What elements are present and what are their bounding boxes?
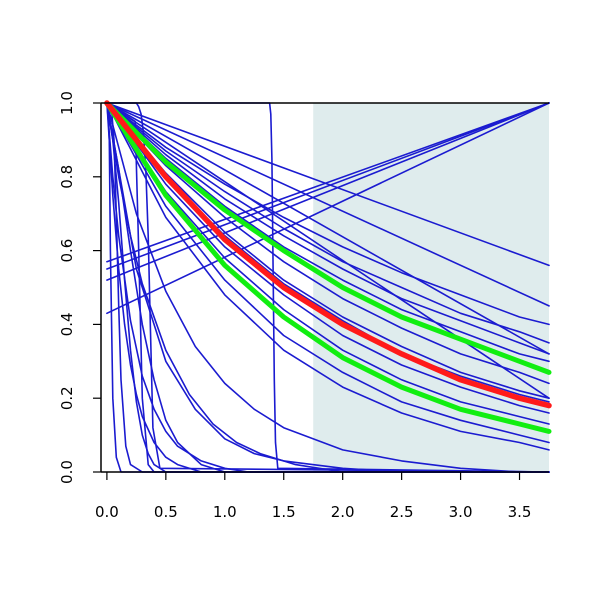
x-tick-label-5: 2.5 (390, 503, 414, 521)
bounds-curve-33 (104, 100, 552, 375)
ensemble-curve-1 (106, 102, 550, 355)
y-tick-label-1: 0.2 (58, 386, 76, 410)
ensemble-curve-26 (106, 102, 550, 414)
ensemble-curve-30 (106, 102, 550, 355)
y-tick-label-4: 0.8 (58, 165, 76, 189)
ensemble-curve-27 (106, 102, 550, 425)
central-curve-32 (104, 100, 552, 409)
y-tick-label-2: 0.4 (58, 312, 76, 336)
y-tick-label-5: 1.0 (58, 91, 76, 115)
ensemble-curve-5 (106, 102, 550, 270)
ensemble-curve-25 (106, 102, 550, 400)
ensemble-curve-0 (106, 102, 550, 400)
ensemble-curve-4 (106, 102, 550, 263)
ensemble-curve-21 (106, 102, 550, 363)
ensemble-curve-28 (106, 102, 550, 444)
ensemble-curve-3 (106, 102, 550, 267)
x-tick-label-1: 0.5 (154, 503, 178, 521)
x-tick-label-6: 3.0 (449, 503, 473, 521)
ensemble-curve-7 (106, 102, 550, 315)
ensemble-curve-22 (106, 102, 550, 326)
ensemble-curve-23 (106, 102, 550, 344)
ensemble-curve-15 (106, 102, 550, 473)
x-tick-label-7: 3.5 (508, 503, 532, 521)
x-tick-label-0: 0.0 (95, 503, 119, 521)
ensemble-curve-29 (106, 102, 550, 451)
ensemble-curve-19 (106, 102, 550, 473)
ensemble-curve-24 (106, 102, 550, 385)
ensemble-curve-6 (106, 102, 550, 281)
y-tick-label-3: 0.6 (58, 239, 76, 263)
ensemble-curve-2 (106, 102, 550, 307)
ensemble-curve-8 (106, 102, 550, 473)
y-tick-label-0: 0.0 (58, 460, 76, 484)
x-tick-label-3: 1.5 (272, 503, 296, 521)
bounds-curve-34 (104, 100, 552, 434)
x-tick-label-2: 1.0 (213, 503, 237, 521)
ensemble-curve-16 (106, 102, 550, 473)
x-tick-label-4: 2.0 (331, 503, 355, 521)
